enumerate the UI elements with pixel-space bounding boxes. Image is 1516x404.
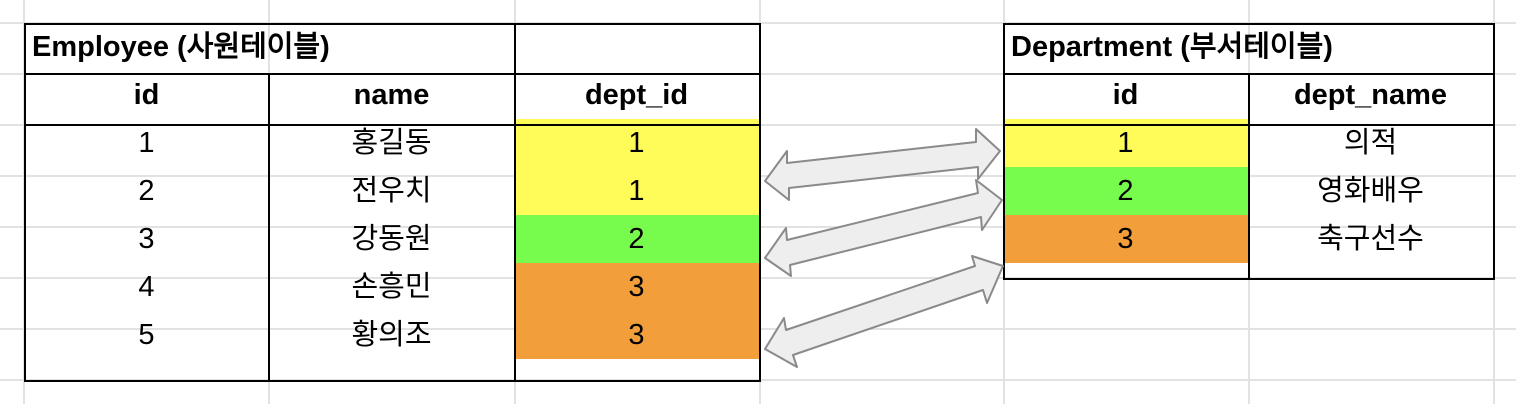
department-title-row: Department (부서테이블)	[1003, 23, 1493, 71]
employee-name-cell[interactable]: 홍길동	[351, 126, 432, 159]
table-row: 1 의적	[1003, 119, 1493, 167]
col-header-id[interactable]: id	[1112, 78, 1139, 111]
double-arrow-icon	[764, 179, 1003, 277]
col-header-id[interactable]: id	[133, 78, 160, 111]
double-arrow-icon	[764, 255, 1004, 368]
employee-table: Employee (사원테이블) id name dept_id 1 홍길동 1…	[24, 23, 759, 359]
department-name-cell[interactable]: 영화배우	[1317, 174, 1424, 207]
department-id-cell[interactable]: 3	[1003, 215, 1248, 263]
employee-dept-id-cell[interactable]: 3	[514, 263, 759, 311]
double-arrow-icon	[764, 128, 1001, 201]
table-row: 5 황의조 3	[24, 311, 759, 359]
employee-id-cell[interactable]: 1	[138, 126, 155, 159]
department-name-cell[interactable]: 축구선수	[1317, 222, 1424, 255]
col-header-name[interactable]: name	[353, 78, 430, 111]
employee-header-row: id name dept_id	[24, 71, 759, 119]
department-id-cell[interactable]: 2	[1003, 167, 1248, 215]
employee-id-cell[interactable]: 4	[138, 270, 155, 303]
table-row: 3 강동원 2	[24, 215, 759, 263]
col-header-dept-id[interactable]: dept_id	[584, 78, 689, 111]
employee-dept-id-cell[interactable]: 1	[514, 119, 759, 167]
employee-name-cell[interactable]: 황의조	[351, 318, 432, 351]
employee-title[interactable]: Employee (사원테이블)	[32, 30, 330, 63]
employee-dept-id-cell[interactable]: 3	[514, 311, 759, 359]
table-row: 1 홍길동 1	[24, 119, 759, 167]
col-header-dept-name[interactable]: dept_name	[1293, 78, 1448, 111]
employee-dept-id-cell[interactable]: 1	[514, 167, 759, 215]
department-title[interactable]: Department (부서테이블)	[1011, 30, 1333, 63]
department-id-cell[interactable]: 1	[1003, 119, 1248, 167]
employee-id-cell[interactable]: 3	[138, 222, 155, 255]
department-table: Department (부서테이블) id dept_name 1 의적 2 영…	[1003, 23, 1493, 263]
table-row: 2 전우치 1	[24, 167, 759, 215]
employee-name-cell[interactable]: 손흥민	[351, 270, 432, 303]
table-row: 4 손흥민 3	[24, 263, 759, 311]
employee-name-cell[interactable]: 강동원	[351, 222, 432, 255]
table-row: 2 영화배우	[1003, 167, 1493, 215]
employee-id-cell[interactable]: 5	[138, 318, 155, 351]
department-name-cell[interactable]: 의적	[1343, 126, 1398, 159]
employee-dept-id-cell[interactable]: 2	[514, 215, 759, 263]
employee-title-row: Employee (사원테이블)	[24, 23, 759, 71]
employee-name-cell[interactable]: 전우치	[351, 174, 432, 207]
employee-id-cell[interactable]: 2	[138, 174, 155, 207]
table-row: 3 축구선수	[1003, 215, 1493, 263]
department-header-row: id dept_name	[1003, 71, 1493, 119]
